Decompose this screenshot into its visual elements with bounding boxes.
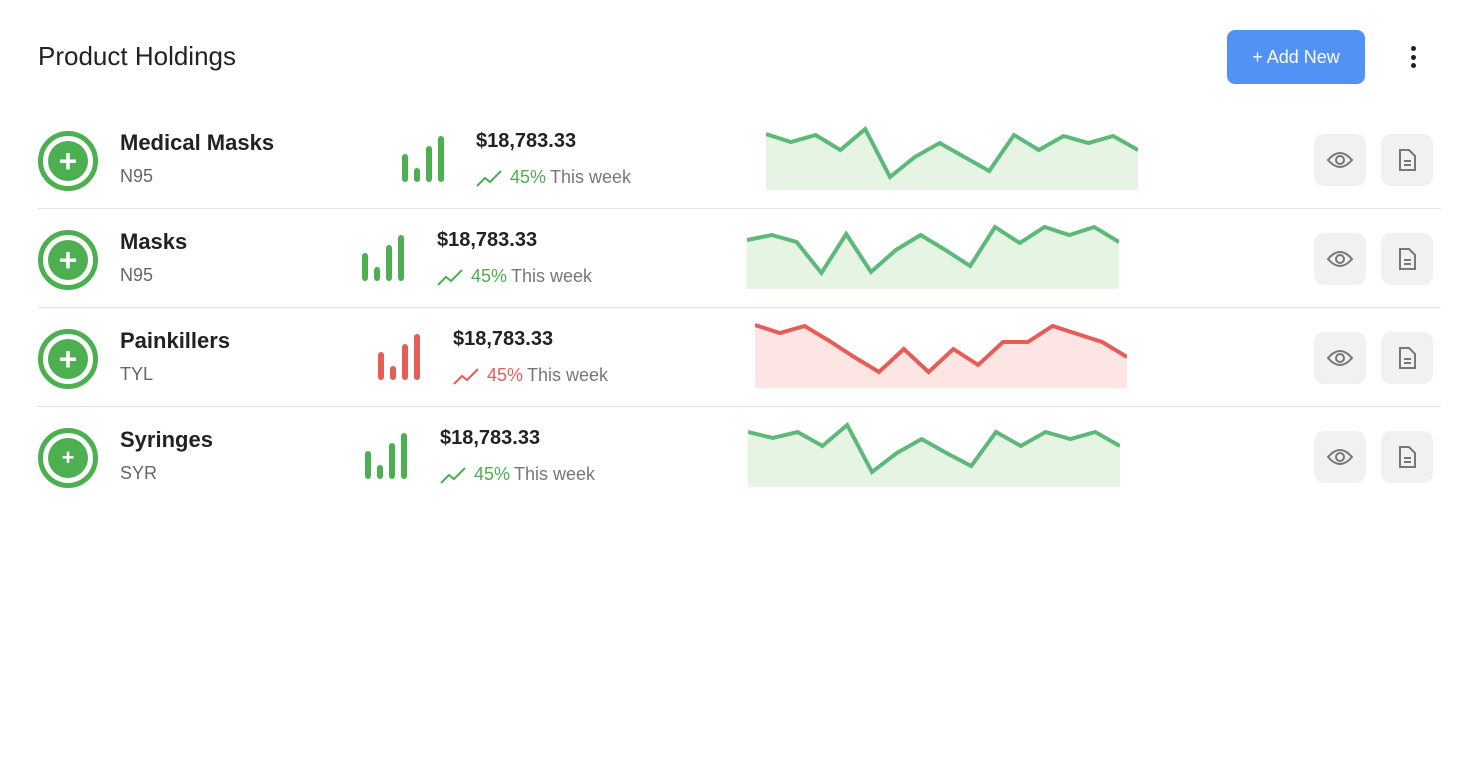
sparkline-line: [748, 421, 1120, 476]
document-icon: [1399, 347, 1416, 369]
change-percent: 45%: [471, 266, 508, 286]
eye-icon: [1327, 350, 1353, 366]
document-icon: [1399, 149, 1416, 171]
price: $18,783.33: [440, 427, 541, 449]
product-code: N95: [120, 265, 154, 285]
bar: [438, 136, 444, 182]
document-icon: [1399, 446, 1416, 468]
sparkline-area: [748, 425, 1120, 487]
change-percent: 45%: [510, 167, 547, 187]
bar: [365, 451, 371, 479]
change-period: This week: [511, 266, 593, 286]
price: $18,783.33: [437, 229, 538, 251]
bar-chart-icon: [402, 136, 444, 182]
document-button[interactable]: [1381, 332, 1433, 384]
bar: [362, 253, 368, 281]
product-name: Masks: [120, 229, 188, 254]
product-row: + Syringes SYR $18,783.33 45% This week: [38, 407, 1441, 506]
document-button[interactable]: [1381, 431, 1433, 483]
product-row: + Masks N95 $18,783.33 45% This week: [38, 209, 1441, 308]
bar: [426, 146, 432, 182]
bar-chart-icon: [365, 433, 407, 479]
sparkline-area: [766, 129, 1138, 190]
bar: [389, 443, 395, 479]
product-name: Painkillers: [120, 328, 231, 353]
trend-up-icon: [453, 367, 479, 385]
change-percent: 45%: [487, 365, 524, 385]
bar: [398, 235, 404, 281]
bar: [414, 168, 420, 182]
product-name: Syringes: [120, 427, 213, 452]
change: 45% This week: [453, 365, 608, 386]
bar: [414, 334, 420, 380]
sparkline-line: [766, 125, 1138, 181]
plus-circle-icon: +: [38, 428, 98, 488]
change-period: This week: [527, 365, 609, 385]
view-button[interactable]: [1314, 431, 1366, 483]
view-button[interactable]: [1314, 332, 1366, 384]
view-button[interactable]: [1314, 134, 1366, 186]
add-new-button[interactable]: + Add New: [1227, 30, 1365, 84]
bar: [377, 465, 383, 479]
bar: [402, 344, 408, 380]
sparkline-line: [747, 224, 1119, 277]
document-button[interactable]: [1381, 134, 1433, 186]
vertical-dots-icon[interactable]: [1400, 42, 1426, 72]
sparkline-chart: [748, 421, 1120, 487]
document-button[interactable]: [1381, 233, 1433, 285]
change: 45% This week: [440, 464, 595, 485]
trend-up-icon: [476, 169, 502, 187]
page-title: Product Holdings: [38, 41, 236, 71]
product-name: Medical Masks: [120, 130, 275, 155]
change-percent: 45%: [474, 464, 511, 484]
plus-circle-icon: +: [38, 131, 98, 191]
sparkline-line: [755, 323, 1127, 375]
bar: [402, 154, 408, 182]
bar: [374, 267, 380, 281]
change-period: This week: [550, 167, 632, 187]
price: $18,783.33: [453, 328, 554, 350]
sparkline-chart: [755, 323, 1127, 388]
trend-up-icon: [437, 268, 463, 286]
plus-circle-icon: +: [38, 329, 98, 389]
document-icon: [1399, 248, 1416, 270]
sparkline-chart: [766, 125, 1138, 190]
eye-icon: [1327, 251, 1353, 267]
bar-chart-icon: [378, 334, 420, 380]
bar: [390, 366, 396, 380]
sparkline-area: [755, 325, 1127, 388]
eye-icon: [1327, 449, 1353, 465]
product-code: SYR: [120, 463, 158, 483]
bar: [386, 245, 392, 281]
product-row: + Medical Masks N95 $18,783.33 45% This …: [38, 110, 1441, 209]
eye-icon: [1327, 152, 1353, 168]
product-code: TYL: [120, 364, 154, 384]
change-period: This week: [514, 464, 596, 484]
product-row: + Painkillers TYL $18,783.33 45% This we…: [38, 308, 1441, 407]
bar: [401, 433, 407, 479]
trend-up-icon: [440, 466, 466, 484]
change: 45% This week: [476, 167, 631, 188]
sparkline-chart: [747, 224, 1119, 289]
product-code: N95: [120, 166, 154, 186]
plus-circle-icon: +: [38, 230, 98, 290]
sparkline-area: [747, 227, 1119, 289]
bar: [378, 352, 384, 380]
price: $18,783.33: [476, 130, 577, 152]
change: 45% This week: [437, 266, 592, 287]
view-button[interactable]: [1314, 233, 1366, 285]
bar-chart-icon: [362, 235, 404, 281]
